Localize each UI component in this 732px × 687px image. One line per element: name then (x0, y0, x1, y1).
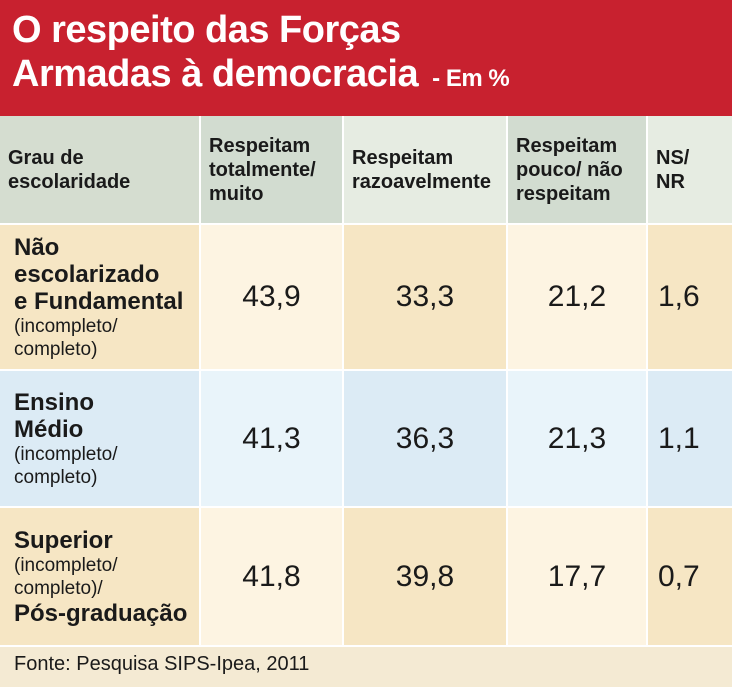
row-label-sub: completo) (14, 466, 98, 488)
value-cell: 43,9 (199, 224, 343, 371)
value-cell: 36,3 (342, 370, 507, 508)
row-label-sub: (incompleto/ (14, 554, 118, 576)
table-row: Ensino Médio (incompleto/completo) 41,3 36,3… (0, 370, 732, 508)
value-cell: 33,3 (342, 224, 507, 371)
row-label-sub: (incompleto/ (14, 443, 118, 465)
data-table: Grau de escolaridade Respeitam totalment… (0, 116, 732, 647)
col-header-razoavelmente: Respeitam razoavelmente (342, 116, 507, 225)
value-cell: 1,6 (646, 224, 732, 371)
row-label: Não escolarizado e Fundamental (incompleto/… (0, 224, 200, 371)
row-label-main: Pós-graduação (14, 599, 188, 627)
table-row: Superior (incompleto/completo)/Pós-gradua… (0, 507, 732, 647)
col-header-totalmente: Respeitam totalmente/ muito (199, 116, 343, 225)
row-label-sub: completo) (14, 338, 98, 360)
col-header-line: razoavelmente (352, 170, 491, 193)
col-header-line: Grau de (8, 146, 84, 169)
col-header-line: Respeitam (516, 134, 618, 157)
title-line-2-text: Armadas à democracia (12, 53, 419, 95)
col-header-line: Respeitam (352, 146, 454, 169)
row-label-sub: (incompleto/ (14, 315, 118, 337)
value-cell: 21,2 (506, 224, 647, 371)
value-cell: 41,8 (199, 507, 343, 647)
title-line-2: Armadas à democracia - Em % (12, 52, 732, 101)
col-header-escolaridade: Grau de escolaridade (0, 116, 200, 225)
row-label-main: Ensino (14, 388, 95, 416)
col-header-ns-nr: NS/ NR (646, 116, 732, 225)
value-cell: 17,7 (506, 507, 647, 647)
value-cell: 0,7 (646, 507, 732, 647)
table-row: Não escolarizado e Fundamental (incompleto/… (0, 224, 732, 371)
row-label-main: Médio (14, 415, 84, 443)
row-label-main: Não (14, 233, 60, 261)
value-cell: 39,8 (342, 507, 507, 647)
row-label-main: e Fundamental (14, 287, 184, 315)
row-label-main: escolarizado (14, 260, 160, 288)
title-line-1: O respeito das Forças (12, 9, 401, 51)
row-label-main: Superior (14, 526, 113, 554)
title-unit: - Em % (432, 65, 510, 92)
row-label: Superior (incompleto/completo)/Pós-gradua… (0, 507, 200, 647)
header-row: Grau de escolaridade Respeitam totalment… (0, 116, 732, 225)
col-header-line: respeitam (516, 182, 611, 205)
col-header-line: totalmente/ (209, 158, 316, 181)
col-header-pouco: Respeitam pouco/ não respeitam (506, 116, 647, 225)
source-note: Fonte: Pesquisa SIPS-Ipea, 2011 (14, 653, 310, 675)
value-cell: 21,3 (506, 370, 647, 508)
col-header-line: escolaridade (8, 170, 131, 193)
row-label-sub: completo)/ (14, 577, 103, 599)
col-header-line: pouco/ não (516, 158, 623, 181)
col-header-line: NS/ (656, 146, 690, 169)
col-header-line: muito (209, 182, 264, 205)
title-bar: O respeito das Forças Armadas à democrac… (0, 0, 732, 116)
col-header-line: Respeitam (209, 134, 311, 157)
col-header-line: NR (656, 170, 685, 193)
row-label: Ensino Médio (incompleto/completo) (0, 370, 200, 508)
value-cell: 41,3 (199, 370, 343, 508)
value-cell: 1,1 (646, 370, 732, 508)
